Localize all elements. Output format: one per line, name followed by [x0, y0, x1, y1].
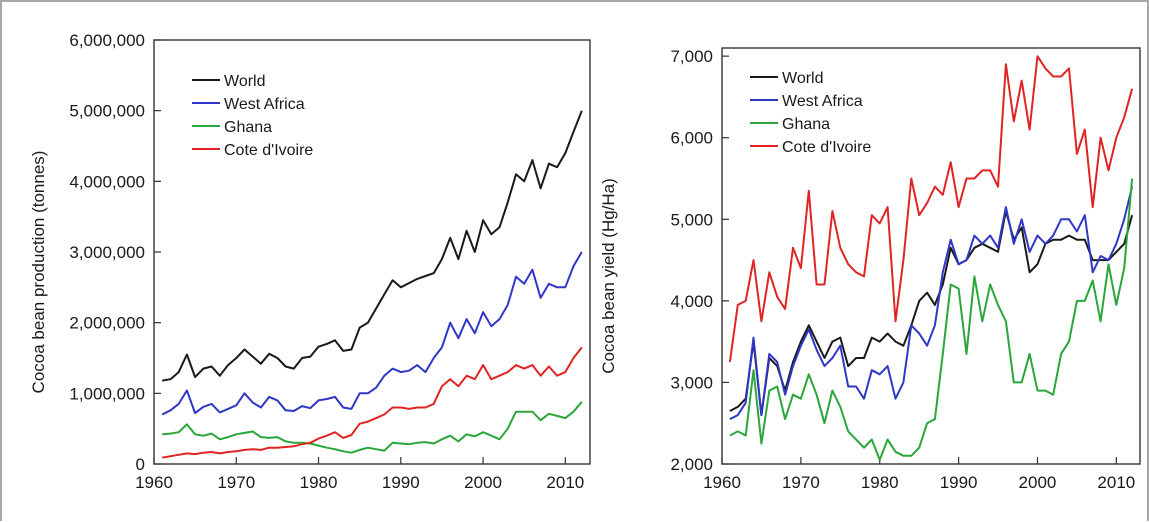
yield-legend-label-world: World — [782, 70, 824, 87]
yield-x-tick-label-1980: 1980 — [861, 473, 899, 492]
production-x-tick-label-1960: 1960 — [135, 473, 173, 492]
production-series-line-cote-d-ivoire — [162, 346, 583, 459]
production-legend-label-west-africa: West Africa — [224, 96, 305, 113]
yield-y-tick-label-5000: 5,000 — [670, 210, 713, 229]
yield-y-tick-label-7000: 7,000 — [670, 47, 713, 66]
production-legend-label-ghana: Ghana — [224, 119, 272, 136]
production-x-tick-label-1980: 1980 — [300, 473, 338, 492]
yield-x-tick-label-1990: 1990 — [940, 473, 978, 492]
production-y-axis-title: Cocoa bean production (tonnes) — [29, 151, 48, 394]
yield-legend-label-cote-d-ivoire: Cote d'Ivoire — [782, 139, 871, 156]
yield-y-tick-label-3000: 3,000 — [670, 373, 713, 392]
yield-series-line-world — [729, 210, 1134, 417]
yield-x-tick-label-2000: 2000 — [1019, 473, 1057, 492]
yield-series-line-ghana — [729, 178, 1134, 461]
yield-chart: 1960 1970 1980 1990 2000 2010 2,000 3,000 4,000 5… — [599, 47, 1141, 492]
yield-y-axis-title: Cocoa bean yield (Hg/Ha) — [599, 178, 618, 374]
yield-x-tick-label-1970: 1970 — [782, 473, 820, 492]
production-series-line-ghana — [162, 401, 583, 454]
production-y-tick-label-0: 0 — [136, 455, 145, 474]
production-chart: 1960 1970 1980 1990 2000 2010 0 1,000,000 2,000,… — [29, 31, 591, 492]
yield-legend-label-ghana: Ghana — [782, 116, 830, 133]
production-legend-label-world: World — [224, 73, 266, 90]
yield-series-line-cote-d-ivoire — [728, 55, 1134, 363]
production-plot-frame — [153, 39, 591, 465]
production-x-tick-label-1990: 1990 — [382, 473, 420, 492]
production-y-tick-label-2000000: 2,000,000 — [69, 314, 145, 333]
production-legend-label-cote-d-ivoire: Cote d'Ivoire — [224, 142, 313, 159]
yield-y-tick-label-6000: 6,000 — [670, 129, 713, 148]
production-y-tick-label-1000000: 1,000,000 — [69, 384, 145, 403]
yield-legend-label-west-africa: West Africa — [782, 93, 863, 110]
production-series-line-west-africa — [161, 251, 583, 416]
production-x-tick-label-2000: 2000 — [464, 473, 502, 492]
production-y-tick-label-5000000: 5,000,000 — [69, 102, 145, 121]
yield-x-tick-label-1960: 1960 — [703, 473, 741, 492]
yield-plot-frame — [721, 47, 1141, 465]
production-series-line-world — [162, 110, 583, 382]
production-y-tick-label-3000000: 3,000,000 — [69, 243, 145, 262]
yield-y-tick-label-4000: 4,000 — [670, 292, 713, 311]
production-x-tick-label-2010: 2010 — [546, 473, 584, 492]
production-y-tick-label-4000000: 4,000,000 — [69, 172, 145, 191]
yield-y-tick-label-2000: 2,000 — [670, 455, 713, 474]
production-x-tick-label-1970: 1970 — [217, 473, 255, 492]
yield-x-tick-label-2010: 2010 — [1097, 473, 1135, 492]
production-y-tick-label-6000000: 6,000,000 — [69, 31, 145, 50]
yield-series-line-west-africa — [729, 186, 1134, 420]
